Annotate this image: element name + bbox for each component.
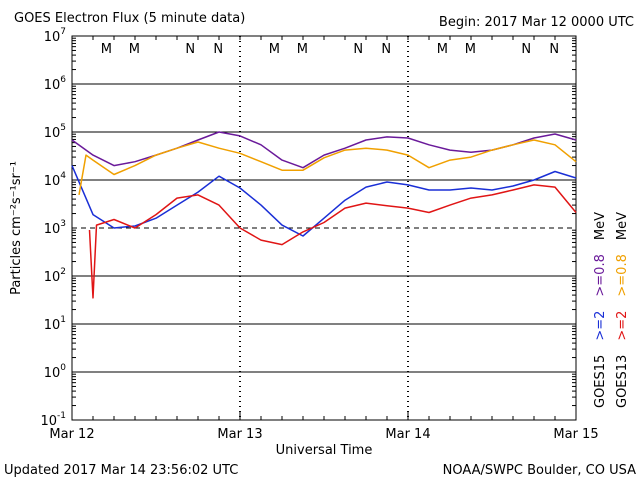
y-tick-exponent: -1 (57, 411, 66, 421)
position-marker: M (101, 42, 112, 57)
y-tick-exponent: 3 (60, 219, 66, 229)
y-tick-base: 10 (44, 78, 61, 93)
y-tick-label: 106 (44, 75, 67, 93)
legend-entry: >=2 (593, 311, 608, 341)
y-tick-label: 100 (44, 363, 67, 381)
y-tick-label: 101 (44, 315, 66, 333)
y-tick-exponent: 6 (60, 75, 66, 85)
legend-column: GOES13 >=2 >=0.8 MeV (615, 212, 630, 408)
position-marker: N (213, 42, 223, 57)
legend-entry: >=0.8 (615, 254, 630, 296)
chart-title: GOES Electron Flux (5 minute data) (14, 11, 245, 26)
position-marker: M (269, 42, 280, 57)
y-tick-label: 10-1 (40, 411, 66, 429)
y-tick-exponent: 2 (60, 267, 66, 277)
y-tick-base: 10 (44, 366, 61, 381)
position-marker: N (549, 42, 559, 57)
position-marker: N (521, 42, 531, 57)
x-tick-label: Mar 12 (49, 427, 94, 442)
y-tick-base: 10 (44, 174, 61, 189)
footer-right: NOAA/SWPC Boulder, CO USA (443, 463, 636, 478)
legend-group: GOES15 (593, 355, 608, 408)
series-line (78, 139, 577, 196)
legend-column: GOES15 >=2 >=0.8 MeV (593, 212, 608, 408)
legend-unit: MeV (593, 212, 608, 240)
subtitle: Begin: 2017 Mar 12 0000 UTC (439, 15, 634, 30)
y-tick-base: 10 (44, 318, 61, 333)
y-tick-label: 104 (44, 171, 67, 189)
x-tick-label: Mar 14 (385, 427, 430, 442)
position-marker: N (353, 42, 363, 57)
y-tick-label: 105 (44, 123, 66, 141)
y-tick-exponent: 5 (60, 123, 66, 133)
y-axis-label: Particles cm⁻²s⁻¹sr⁻¹ (9, 161, 24, 295)
legend-entry: >=2 (615, 311, 630, 341)
x-tick-label: Mar 13 (217, 427, 262, 442)
position-marker: M (465, 42, 476, 57)
y-tick-exponent: 7 (60, 27, 66, 37)
position-marker: N (381, 42, 391, 57)
y-tick-label: 107 (44, 27, 66, 45)
y-tick-base: 10 (44, 126, 61, 141)
y-tick-label: 102 (44, 267, 66, 285)
y-tick-base: 10 (44, 222, 61, 237)
legend-entry: >=0.8 (593, 254, 608, 296)
y-tick-base: 10 (44, 270, 61, 285)
y-tick-base: 10 (40, 414, 57, 429)
legend-group: GOES13 (615, 355, 630, 408)
y-tick-exponent: 0 (60, 363, 66, 373)
y-tick-exponent: 4 (60, 171, 66, 181)
position-marker: M (437, 42, 448, 57)
legend-unit: MeV (615, 212, 630, 240)
x-tick-label: Mar 15 (553, 427, 598, 442)
y-tick-label: 103 (44, 219, 66, 237)
position-marker: M (297, 42, 308, 57)
position-marker: M (129, 42, 140, 57)
y-tick-exponent: 1 (60, 315, 66, 325)
x-axis-label: Universal Time (276, 443, 373, 458)
series-line (88, 184, 577, 299)
footer-left: Updated 2017 Mar 14 23:56:02 UTC (4, 463, 238, 478)
y-tick-base: 10 (44, 30, 61, 45)
position-marker: N (185, 42, 195, 57)
series-line (71, 165, 577, 237)
